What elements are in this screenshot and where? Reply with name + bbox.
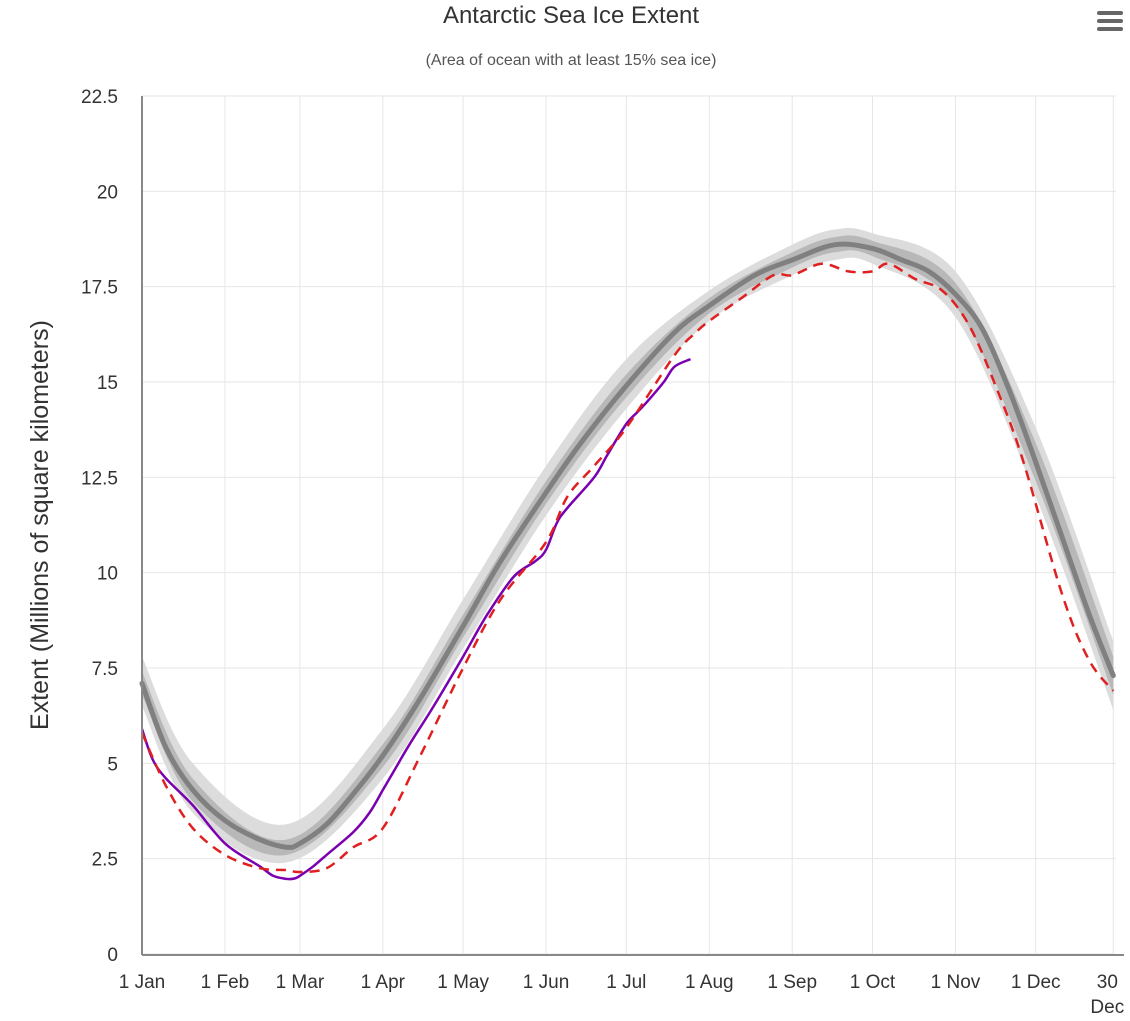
x-tick-label: 1 Jul	[606, 972, 646, 993]
x-tick-label: 1 Dec	[1011, 972, 1061, 993]
axes	[141, 96, 1124, 956]
x-tick-label: 1 Sep	[767, 972, 817, 993]
x-tick-label: 1 Aug	[685, 972, 734, 993]
chart-title: Antarctic Sea Ice Extent	[443, 2, 699, 29]
x-tick-label: 1 Feb	[201, 972, 250, 993]
x-tick-label: 1 Jan	[119, 972, 165, 993]
y-tick-label: 22.5	[81, 87, 118, 108]
y-tick-label: 15	[97, 373, 118, 394]
chart-subtitle: (Area of ocean with at least 15% sea ice…	[426, 52, 717, 69]
x-tick-label: 1 Jun	[523, 972, 569, 993]
range-bands	[142, 227, 1114, 864]
y-tick-label: 2.5	[92, 850, 118, 871]
median-line	[139, 241, 1116, 850]
y-tick-label: 12.5	[81, 468, 118, 489]
x-tick-label: 1 Mar	[276, 972, 325, 993]
y-tick-label: 7.5	[92, 659, 118, 680]
y-axis-ticks: 0 2.5 5 7.5 10 12.5 15 17.5 20 22.5	[81, 87, 118, 966]
y-tick-label: 10	[97, 564, 118, 585]
y-tick-label: 20	[97, 182, 118, 203]
reference-year-dashed-line	[140, 262, 1115, 874]
y-axis-label: Extent (Millions of square kilometers)	[26, 320, 54, 730]
series-lines	[139, 241, 1116, 881]
x-axis-ticks: 1 Jan 1 Feb 1 Mar 1 Apr 1 May 1 Jun 1 Jul 1 Aug…	[119, 972, 1124, 1018]
x-tick-label: 1 May	[437, 972, 489, 993]
hamburger-menu-icon[interactable]	[1080, 5, 1124, 35]
y-tick-label: 17.5	[81, 278, 118, 299]
y-tick-label: 0	[107, 945, 118, 966]
y-tick-label: 5	[107, 754, 118, 775]
x-tick-label: 1 Apr	[361, 972, 406, 993]
x-tick-label: 1 Oct	[850, 972, 896, 993]
x-tick-label: 1 Nov	[931, 972, 981, 993]
x-tick-label: 30 Dec	[1090, 972, 1124, 1018]
